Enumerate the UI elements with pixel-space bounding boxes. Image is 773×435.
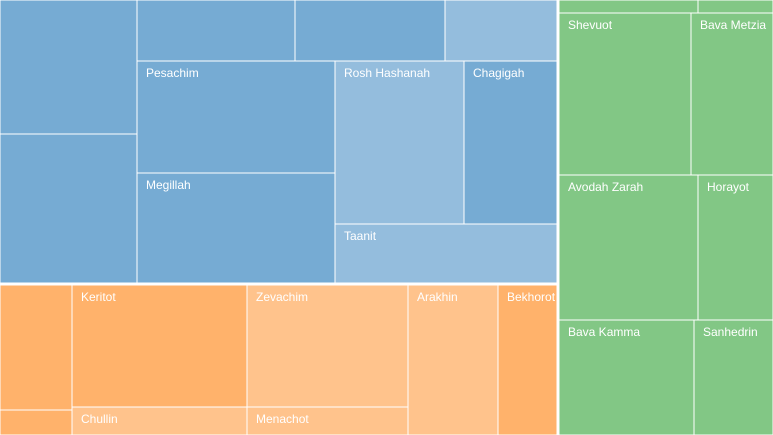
group-separator — [557, 0, 559, 435]
treemap-tile-label: Shevuot — [568, 18, 613, 32]
treemap-tile-rect — [246, 284, 409, 408]
treemap-tile-rect — [136, 0, 296, 62]
treemap-tile-rect — [136, 60, 336, 174]
treemap-tile-bava-metzia: Bava Metzia — [690, 12, 773, 176]
treemap-tile-moed-3 — [294, 0, 446, 62]
treemap-tile-label: Arakhin — [417, 290, 458, 304]
treemap-tile-rect — [0, 409, 73, 435]
treemap-tile-nezikin-18 — [558, 0, 699, 14]
treemap-tile-nezikin-19 — [697, 0, 773, 14]
treemap-tile-label: Bava Kamma — [568, 325, 640, 339]
treemap-tile-rect — [71, 406, 248, 435]
treemap-tile-chagigah: Chagigah — [463, 60, 558, 225]
treemap-tile-label: Chullin — [81, 412, 118, 426]
treemap-tile-rect — [697, 0, 773, 14]
treemap-tile-menachot: Menachot — [246, 406, 409, 435]
treemap-tile-moed-2 — [136, 0, 296, 62]
treemap-tile-rect — [690, 12, 773, 176]
treemap-tile-label: Horayot — [707, 180, 750, 194]
treemap-tile-label: Avodah Zarah — [568, 180, 643, 194]
treemap-tile-megillah: Megillah — [136, 172, 336, 284]
treemap-tile-rect — [0, 0, 138, 135]
treemap-tile-label: Sanhedrin — [703, 325, 758, 339]
treemap-tile-label: Menachot — [256, 412, 309, 426]
treemap-tile-label: Pesachim — [146, 66, 199, 80]
treemap-tile-label: Rosh Hashanah — [344, 66, 430, 80]
treemap-tile-label: Zevachim — [256, 290, 308, 304]
treemap-tile-zevachim: Zevachim — [246, 284, 409, 408]
treemap-tile-arakhin: Arakhin — [407, 284, 499, 435]
treemap-tile-pesachim: Pesachim — [136, 60, 336, 174]
treemap-tile-rect — [136, 172, 336, 284]
treemap-tile-rosh-hashanah: Rosh Hashanah — [334, 60, 465, 225]
treemap-tile-label: Chagigah — [473, 66, 524, 80]
treemap-tile-rect — [71, 284, 248, 408]
treemap-tile-label: Megillah — [146, 178, 191, 192]
group-separator — [0, 283, 558, 285]
treemap-tile-bava-kamma: Bava Kamma — [558, 319, 695, 435]
treemap-tile-moed-0 — [0, 0, 138, 135]
treemap-tile-sanhedrin: Sanhedrin — [693, 319, 773, 435]
treemap-tile-kodashim-10 — [0, 284, 73, 411]
treemap-tile-moed-4 — [444, 0, 558, 62]
treemap-tile-moed-1 — [0, 133, 138, 284]
treemap-tile-rect — [558, 174, 699, 321]
treemap-tile-label: Keritot — [81, 290, 116, 304]
treemap-tile-rect — [444, 0, 558, 62]
treemap-tile-rect — [0, 284, 73, 411]
treemap-tile-chullin: Chullin — [71, 406, 248, 435]
treemap-tile-rect — [294, 0, 446, 62]
treemap-tile-shevuot: Shevuot — [558, 12, 692, 176]
treemap-tile-rect — [246, 406, 409, 435]
treemap-tile-avodah-zarah: Avodah Zarah — [558, 174, 699, 321]
treemap-tile-rect — [0, 133, 138, 284]
treemap-tile-rect — [693, 319, 773, 435]
treemap-tile-keritot: Keritot — [71, 284, 248, 408]
treemap-tile-taanit: Taanit — [334, 223, 558, 284]
treemap-tile-label: Bekhorot — [507, 290, 556, 304]
treemap-tile-kodashim-11 — [0, 409, 73, 435]
treemap-tile-label: Taanit — [344, 229, 377, 243]
treemap-tile-bekhorot: Bekhorot — [497, 284, 558, 435]
treemap-tile-rect — [407, 284, 499, 435]
treemap-tile-rect — [463, 60, 558, 225]
treemap-tile-rect — [558, 319, 695, 435]
treemap-tile-horayot: Horayot — [697, 174, 773, 321]
treemap-tile-label: Bava Metzia — [700, 18, 766, 32]
treemap-tile-rect — [697, 174, 773, 321]
treemap-tile-rect — [558, 12, 692, 176]
treemap-tile-rect — [497, 284, 558, 435]
treemap-tile-rect — [558, 0, 699, 14]
treemap-tile-rect — [334, 223, 558, 284]
treemap-tile-rect — [334, 60, 465, 225]
